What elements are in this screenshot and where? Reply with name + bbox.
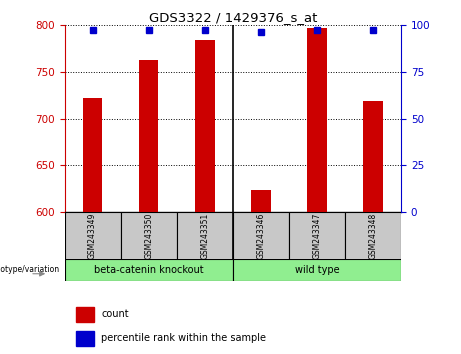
Text: count: count	[101, 309, 129, 319]
Bar	[139, 61, 159, 212]
Text: GSM243346: GSM243346	[256, 213, 266, 259]
Text: genotype/variation: genotype/variation	[0, 265, 60, 274]
Bar	[233, 212, 289, 260]
Text: wild type: wild type	[295, 266, 339, 275]
Bar	[177, 212, 233, 260]
Bar	[345, 212, 401, 260]
Text: beta-catenin knockout: beta-catenin knockout	[94, 266, 203, 275]
Bar	[65, 259, 233, 281]
Bar	[307, 28, 327, 212]
Text: GSM243351: GSM243351	[200, 213, 209, 259]
Bar	[195, 40, 214, 212]
Text: GSM243349: GSM243349	[88, 213, 97, 259]
Text: GSM243350: GSM243350	[144, 213, 153, 259]
Text: GSM243348: GSM243348	[368, 213, 378, 259]
Bar	[251, 190, 271, 212]
Bar	[83, 98, 102, 212]
Bar	[76, 307, 94, 322]
Title: GDS3322 / 1429376_s_at: GDS3322 / 1429376_s_at	[148, 11, 317, 24]
Bar	[121, 212, 177, 260]
Bar	[76, 331, 94, 346]
Bar	[233, 259, 401, 281]
Bar	[65, 212, 121, 260]
Text: GSM243347: GSM243347	[313, 213, 321, 259]
Text: percentile rank within the sample: percentile rank within the sample	[101, 333, 266, 343]
Bar	[363, 101, 383, 212]
Bar	[289, 212, 345, 260]
